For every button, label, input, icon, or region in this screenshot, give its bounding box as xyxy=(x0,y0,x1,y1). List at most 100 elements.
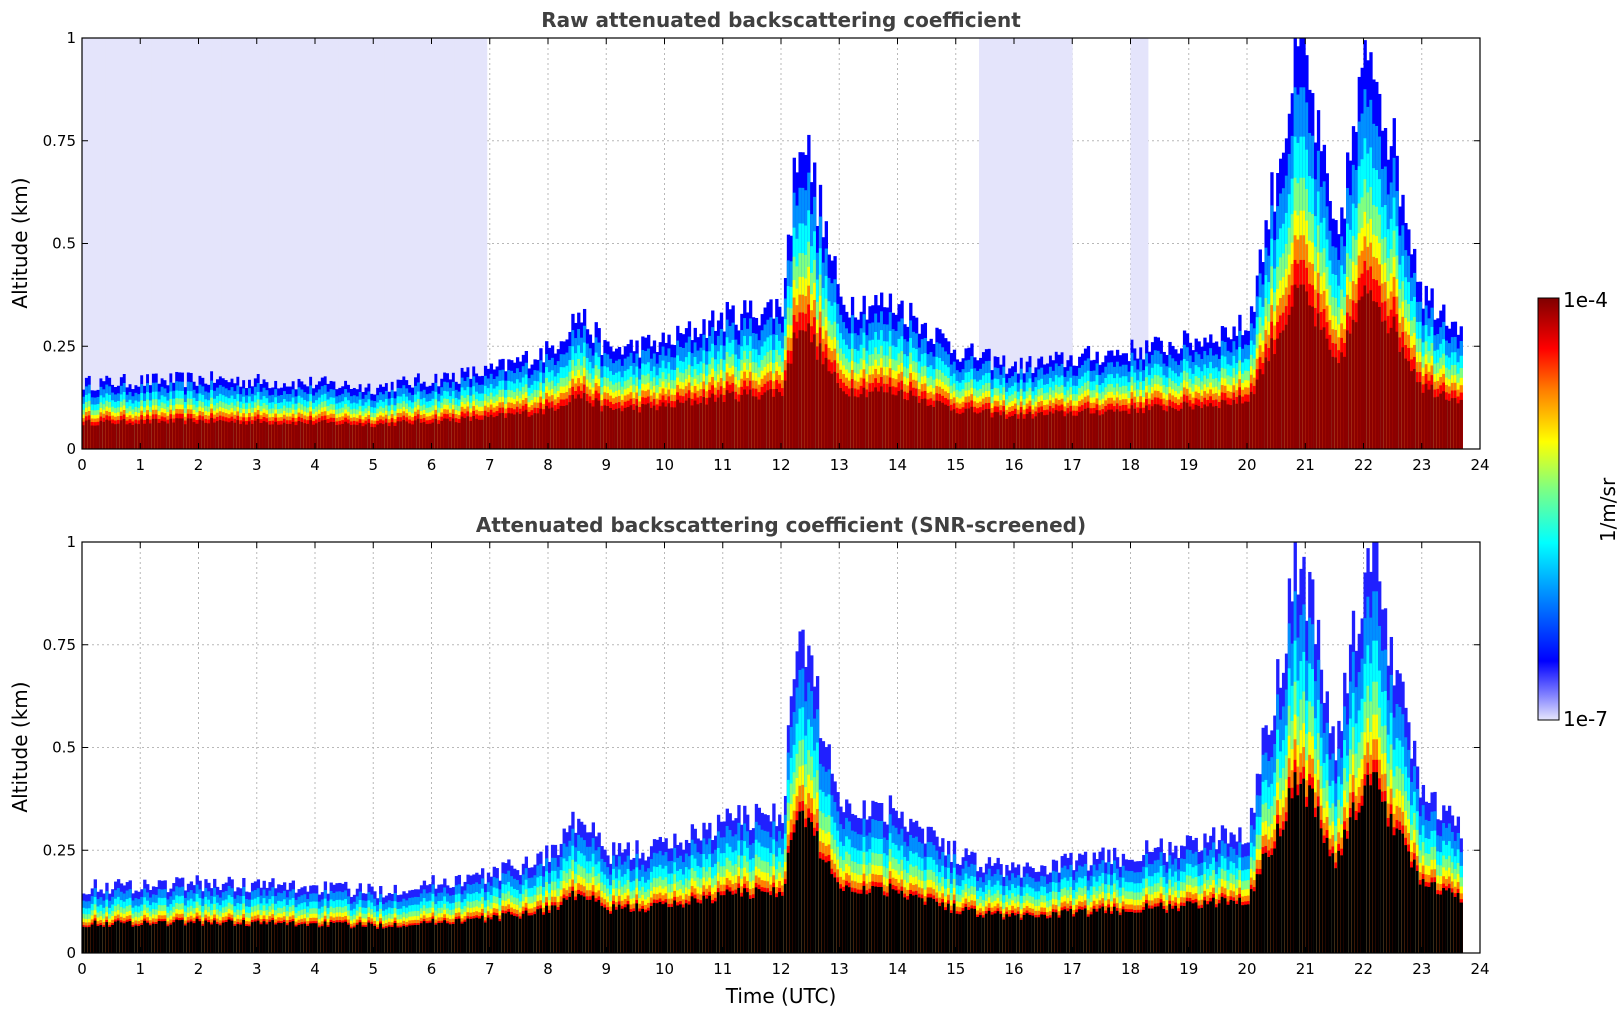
background-cell xyxy=(82,38,86,390)
background-cell xyxy=(186,38,191,373)
heatmap-cell xyxy=(408,423,412,449)
background-cell xyxy=(210,38,214,372)
background-cell xyxy=(466,38,470,368)
background-cell xyxy=(1005,38,1009,374)
heatmap-cell xyxy=(1139,408,1143,449)
background-cell xyxy=(329,38,333,381)
heatmap-cell xyxy=(949,410,954,449)
background-cell xyxy=(215,38,220,380)
heatmap-cell xyxy=(606,405,610,449)
heatmap-cell xyxy=(1182,401,1187,449)
background-cell xyxy=(996,38,1000,358)
heatmap-cell xyxy=(140,419,144,449)
heatmap-cell xyxy=(1450,398,1455,449)
heatmap-cell xyxy=(265,924,269,953)
background-cell xyxy=(332,38,336,382)
heatmap-cell xyxy=(1034,416,1038,449)
heatmap-cell xyxy=(629,405,633,449)
background-cell xyxy=(125,38,129,388)
background-cell xyxy=(303,38,307,385)
heatmap-cell xyxy=(1113,411,1117,449)
background-cell xyxy=(160,38,164,379)
heatmap-cell xyxy=(1366,293,1370,449)
heatmap-cell xyxy=(673,407,677,449)
background-cell xyxy=(999,38,1003,365)
background-cell xyxy=(1014,38,1018,362)
heatmap-cell xyxy=(1334,357,1338,449)
background-cell xyxy=(1136,38,1140,359)
y-tick-label: 0.5 xyxy=(52,235,76,253)
heatmap-cell xyxy=(536,413,540,449)
background-cell xyxy=(443,38,447,373)
heatmap-cell xyxy=(186,922,191,953)
heatmap-cell xyxy=(900,389,904,449)
heatmap-cell xyxy=(282,422,287,449)
heatmap-cell xyxy=(116,920,121,953)
heatmap-cell xyxy=(390,422,395,449)
background-cell xyxy=(317,38,322,382)
heatmap-cell xyxy=(501,412,505,449)
heatmap-cell xyxy=(1331,356,1335,449)
heatmap-cell xyxy=(87,419,92,449)
heatmap-cell xyxy=(588,403,593,449)
heatmap-cell xyxy=(1089,413,1094,449)
heatmap-cell xyxy=(1337,363,1341,449)
background-cell xyxy=(204,38,208,384)
heatmap-cell xyxy=(880,386,884,449)
screened-backscatter-panel: Attenuated backscattering coefficient (S… xyxy=(8,513,1490,1008)
heatmap-cell xyxy=(326,926,330,953)
heatmap-cell xyxy=(687,397,692,449)
heatmap-cell xyxy=(352,424,357,449)
background-cell xyxy=(335,38,339,390)
heatmap-cell xyxy=(186,418,191,449)
y-tick-label: 0.25 xyxy=(43,337,76,355)
heatmap-cell xyxy=(1401,347,1405,449)
heatmap-cell xyxy=(90,425,95,449)
heatmap-cell xyxy=(306,423,310,449)
heatmap-cell xyxy=(218,925,223,953)
heatmap-cell xyxy=(731,391,735,449)
heatmap-cell xyxy=(119,420,124,449)
heatmap-cell xyxy=(740,394,744,449)
heatmap-cell xyxy=(265,422,269,449)
heatmap-cell xyxy=(341,423,345,449)
heatmap-cell xyxy=(684,400,689,449)
heatmap-cell xyxy=(789,363,794,449)
background-cell xyxy=(1142,38,1146,360)
background-cell xyxy=(323,38,328,377)
heatmap-cell xyxy=(204,422,208,449)
background-cell xyxy=(151,38,156,374)
heatmap-cell xyxy=(358,922,362,953)
background-cell xyxy=(347,38,351,385)
heatmap-cell xyxy=(370,923,374,953)
heatmap-cell xyxy=(361,926,365,953)
heatmap-cell xyxy=(1407,361,1411,449)
background-cell xyxy=(175,38,179,372)
background-cell xyxy=(358,38,362,385)
heatmap-cell xyxy=(466,416,470,449)
background-cell xyxy=(183,38,188,388)
heatmap-cell xyxy=(1418,382,1423,449)
heatmap-cell xyxy=(320,420,325,449)
heatmap-cell xyxy=(253,921,258,953)
heatmap-cell xyxy=(1252,394,1257,449)
heatmap-cell xyxy=(1421,392,1426,449)
heatmap-cell xyxy=(856,397,861,449)
heatmap-cell xyxy=(317,421,322,449)
background-cell xyxy=(1008,38,1012,369)
heatmap-cell xyxy=(993,411,997,449)
background-cell xyxy=(265,38,269,383)
heatmap-cell xyxy=(411,424,415,449)
heatmap-cell xyxy=(635,405,639,449)
heatmap-cell xyxy=(967,408,971,449)
background-cell xyxy=(454,38,459,382)
heatmap-cell xyxy=(326,422,330,449)
heatmap-cell xyxy=(303,423,307,449)
heatmap-cell xyxy=(332,422,336,449)
heatmap-cell xyxy=(1072,415,1076,449)
heatmap-cell xyxy=(154,923,159,953)
heatmap-cell xyxy=(122,923,127,953)
heatmap-cell xyxy=(1031,418,1035,449)
background-cell xyxy=(376,38,380,388)
